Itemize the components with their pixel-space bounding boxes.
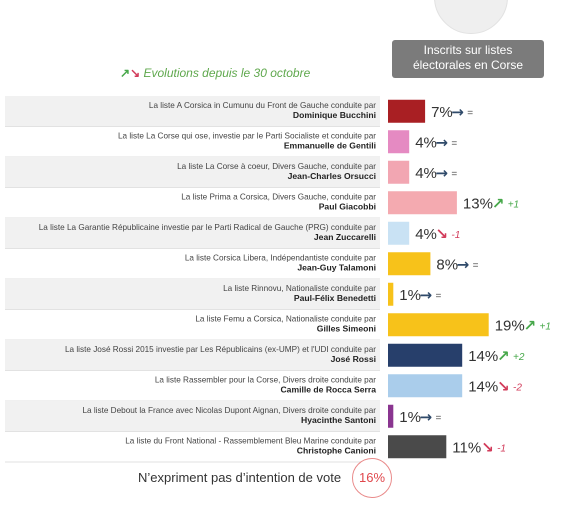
row-description: La liste A Corsica in Cumunu du Front de… [149, 101, 376, 110]
change-label: -2 [513, 382, 522, 393]
row-description: La liste Femu a Corsica, Nationaliste co… [195, 315, 376, 324]
candidate-name: Christophe Canioni [297, 446, 376, 456]
bar [388, 252, 431, 276]
row-description: La liste Prima a Corsica, Divers Gauche,… [181, 193, 376, 202]
value-label: 11% [452, 439, 481, 456]
row-background [5, 157, 380, 188]
arrow-down-right-icon: ↘ [435, 225, 448, 243]
candidate-name: Hyacinthe Santoni [301, 415, 376, 425]
bar [388, 221, 410, 245]
candidate-name: Jean-Guy Talamoni [297, 263, 376, 273]
row-background [5, 340, 380, 371]
candidate-name: Gilles Simeoni [317, 324, 376, 334]
change-label: +1 [508, 199, 519, 210]
row-description: La liste Rassembler pour la Corse, Diver… [155, 376, 376, 385]
bar [388, 282, 394, 306]
change-label: = [436, 291, 442, 302]
value-label: 8% [436, 256, 458, 273]
value-label: 1% [399, 287, 421, 304]
value-label: 4% [415, 165, 437, 182]
bar [388, 313, 489, 337]
evolution-legend: ↗↘ Evolutions depuis le 30 octobre [120, 66, 310, 80]
arrow-up-right-icon: ↗ [120, 66, 131, 80]
arrow-right-icon: → [420, 286, 433, 304]
row-description: La liste La Garantie Républicaine invest… [39, 223, 377, 232]
badge-line-2: électorales en Corse [412, 58, 524, 72]
candidate-name: Paul-Félix Benedetti [294, 293, 376, 303]
row-background [5, 401, 380, 432]
change-label: = [473, 260, 479, 271]
row-description: La liste La Corse qui ose, investie par … [118, 132, 376, 141]
arrow-right-icon: → [420, 408, 433, 426]
arrow-down-right-icon: ↘ [481, 438, 494, 456]
bar [388, 404, 394, 428]
arrow-right-icon: → [457, 255, 470, 273]
value-label: 14% [468, 378, 498, 395]
arrow-down-right-icon: ↘ [497, 377, 510, 395]
change-label: = [451, 138, 457, 149]
value-label: 13% [463, 195, 493, 212]
arrow-up-right-icon: ↗ [492, 194, 505, 212]
bar [388, 343, 463, 367]
value-label: 19% [495, 317, 525, 334]
value-label: 1% [399, 409, 421, 426]
no-intention-label: N’expriment pas d’intention de vote [138, 470, 342, 485]
arrow-up-right-icon: ↗ [524, 316, 537, 334]
bar [388, 435, 447, 459]
row-description: La liste du Front National - Rassembleme… [125, 437, 376, 446]
value-label: 4% [415, 226, 437, 243]
change-label: +2 [513, 352, 525, 363]
change-label: = [436, 413, 442, 424]
bar [388, 160, 410, 184]
value-label: 4% [415, 134, 437, 151]
candidate-name: Paul Giacobbi [319, 202, 376, 212]
value-label: 7% [431, 104, 453, 121]
candidate-name: Emmanuelle de Gentili [284, 141, 376, 151]
corsica-map-icon [434, 0, 508, 34]
arrow-up-right-icon: ↗ [497, 347, 510, 365]
row-background [5, 218, 380, 249]
value-label: 14% [468, 348, 498, 365]
corsica-badge: Inscrits sur listes électorales en Corse [392, 0, 552, 100]
no-intention-value: 16% [352, 458, 392, 498]
badge-ribbon: Inscrits sur listes électorales en Corse [392, 40, 544, 78]
arrow-right-icon: → [435, 164, 448, 182]
bar [388, 99, 426, 123]
change-label: = [467, 108, 473, 119]
bar [388, 191, 457, 215]
change-label: +1 [540, 321, 551, 332]
bar [388, 130, 410, 154]
row-description: La liste Corsica Libera, Indépendantiste… [185, 254, 376, 263]
arrow-right-icon: → [451, 103, 464, 121]
candidate-name: Jean-Charles Orsucci [288, 171, 376, 181]
bar [388, 374, 463, 398]
row-description: La liste José Rossi 2015 investie par Le… [65, 345, 376, 354]
arrow-right-icon: → [435, 133, 448, 151]
candidate-name: Dominique Bucchini [293, 110, 376, 120]
change-label: -1 [451, 230, 460, 241]
row-description: La liste Debout la France avec Nicolas D… [82, 406, 376, 415]
candidate-name: José Rossi [331, 354, 376, 364]
arrow-down-right-icon: ↘ [130, 66, 141, 80]
row-description: La liste La Corse à coeur, Divers Gauche… [177, 162, 376, 171]
row-background [5, 279, 380, 310]
candidate-name: Camille de Rocca Serra [280, 385, 376, 395]
candidate-name: Jean Zuccarelli [314, 232, 376, 242]
evolution-legend-text: Evolutions depuis le 30 octobre [143, 66, 311, 80]
badge-line-1: Inscrits sur listes [423, 43, 513, 57]
row-background [5, 96, 380, 127]
change-label: = [451, 169, 457, 180]
change-label: -1 [497, 443, 506, 454]
row-description: La liste Rinnovu, Nationaliste conduite … [223, 284, 376, 293]
